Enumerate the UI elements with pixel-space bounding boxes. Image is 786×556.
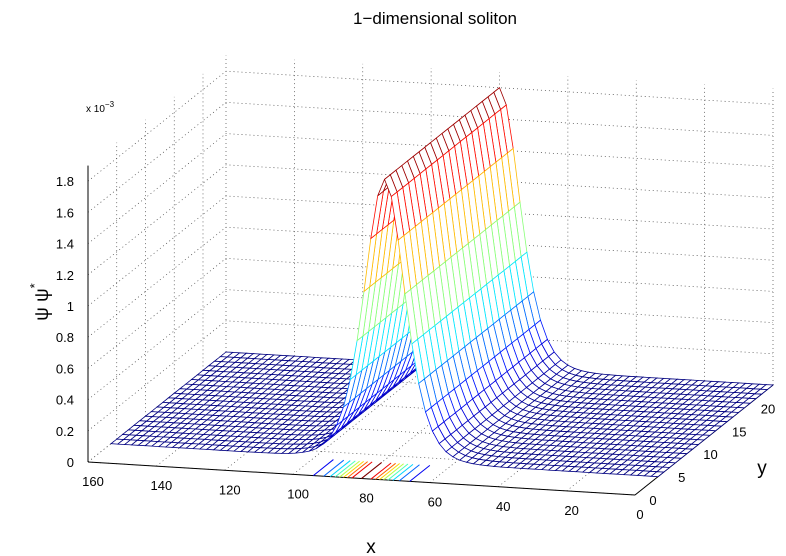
z-tick-label: 1.8 [56,174,74,189]
contour-line [383,463,404,481]
contour-line [347,461,368,479]
z-axis-label: ψ ψ* [27,283,53,320]
contour-line [387,463,409,481]
surface-cell [650,471,665,478]
contour-line [329,460,351,477]
x-tick-label: 40 [496,499,510,514]
contour-line [361,462,382,479]
grid-line [87,289,774,400]
x-tick-label: 60 [428,495,442,510]
z-tick-label: 0.2 [56,424,74,439]
contour-line [334,460,356,478]
y-tick-label: 0 [649,493,656,508]
z-tick-label: 1.6 [56,205,74,220]
z-exponent-power: −3 [105,100,115,109]
y-tick-label: 15 [732,424,746,439]
z-exponent-base: x 10 [86,104,105,115]
chart-title: 1−dimensional soliton [353,9,517,28]
y-tick-label: 10 [703,447,717,462]
grid-line [87,133,774,244]
z-tick-label: 0.8 [56,330,74,345]
tick-labels: 0 20 40 60 80 100 120 140 160 0 5 10 15 20 0 0.2 0.4 0.6 0… [56,174,775,522]
x-tick-label: 80 [359,491,373,506]
x-tick-label: 140 [151,478,173,493]
grid-line [87,320,774,432]
grid-line [87,164,774,276]
x-tick-label: 20 [564,503,578,518]
contour-line [323,459,345,477]
z-tick-label: 1.2 [56,268,74,283]
grid-line [292,364,432,475]
x-axis-label: x [366,537,376,556]
y-tick-label: 5 [678,470,685,485]
z-tick-label: 0.4 [56,393,74,408]
contour-line [409,464,431,482]
contour-line [392,463,414,481]
y-axis-label: y [757,458,767,479]
grid-line [87,226,774,338]
grid-line [87,195,774,307]
x-tick-label: 0 [636,507,643,522]
z-exponent-label: x 10−3 [86,100,115,115]
contour-line [399,464,420,482]
z-tick-label: 0.6 [56,361,74,376]
z-tick-label: 0 [67,455,74,470]
contour-line [370,462,392,480]
surface-mesh [109,87,775,478]
grid-line [87,258,774,369]
contour-line [312,459,334,476]
contour-line [343,460,364,478]
y-tick-label: 20 [761,401,775,416]
contour-line [339,460,360,478]
z-tick-label: 1 [67,299,74,314]
contour-line [379,463,400,480]
grid-line [87,102,774,213]
contour-line [351,461,373,479]
grid-line [87,70,774,182]
z-axis-label-main: ψ ψ [32,288,53,320]
contour-line [375,462,396,480]
floor-contour-lines [312,459,431,482]
z-axis-label-superscript: * [27,283,42,288]
x-tick-label: 160 [82,474,104,489]
x-tick-label: 120 [219,482,241,497]
z-tick-label: 1.4 [56,237,74,252]
x-tick-label: 100 [287,486,309,501]
